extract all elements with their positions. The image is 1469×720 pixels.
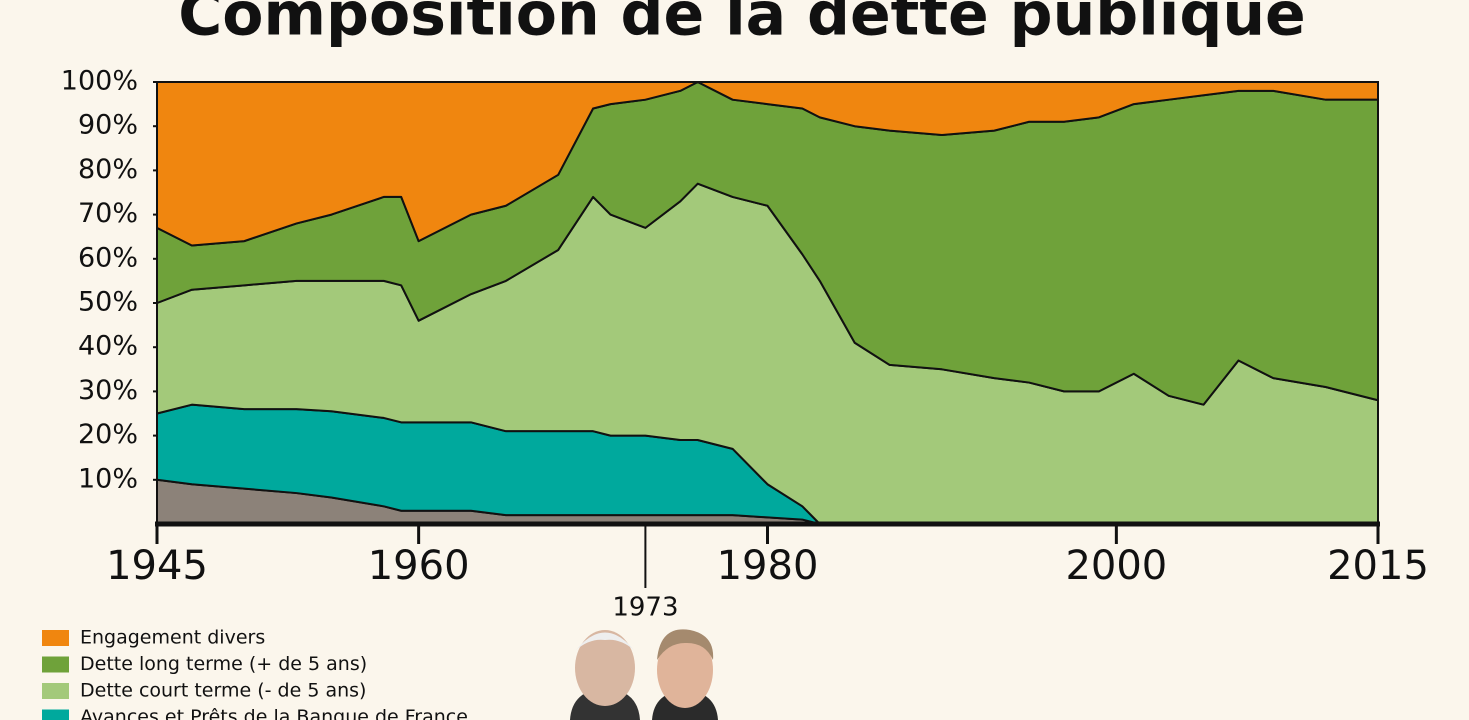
y-tick-label: 10%	[78, 463, 138, 494]
annotation-label: 1973	[612, 593, 678, 623]
y-tick-label: 80%	[78, 154, 138, 185]
legend-swatch	[42, 683, 69, 699]
portraits	[570, 629, 718, 720]
x-tick-label: 1945	[106, 543, 208, 589]
x-tick-label: 1960	[368, 543, 470, 589]
legend-label: Avances et Prêts de la Banque de France	[80, 706, 468, 720]
legend-swatch	[42, 709, 69, 720]
y-tick-label: 50%	[78, 287, 138, 318]
y-tick-label: 60%	[78, 242, 138, 273]
y-tick-label: 30%	[78, 375, 138, 406]
legend-label: Dette long terme (+ de 5 ans)	[80, 653, 367, 675]
legend-swatch	[42, 656, 69, 673]
legend-label: Dette court terme (- de 5 ans)	[80, 680, 366, 702]
y-tick-label: 40%	[78, 331, 138, 362]
y-tick-label: 20%	[78, 419, 138, 450]
y-tick-label: 90%	[78, 110, 138, 141]
chart-title: Composition de la dette publique	[178, 0, 1305, 50]
y-tick-label: 70%	[78, 198, 138, 229]
x-tick-label: 2015	[1327, 543, 1429, 589]
legend-label: Engagement divers	[80, 627, 265, 649]
x-tick-label: 2000	[1065, 543, 1167, 589]
legend-swatch	[42, 630, 69, 646]
y-tick-label: 100%	[61, 66, 138, 97]
x-tick-label: 1980	[717, 543, 819, 589]
